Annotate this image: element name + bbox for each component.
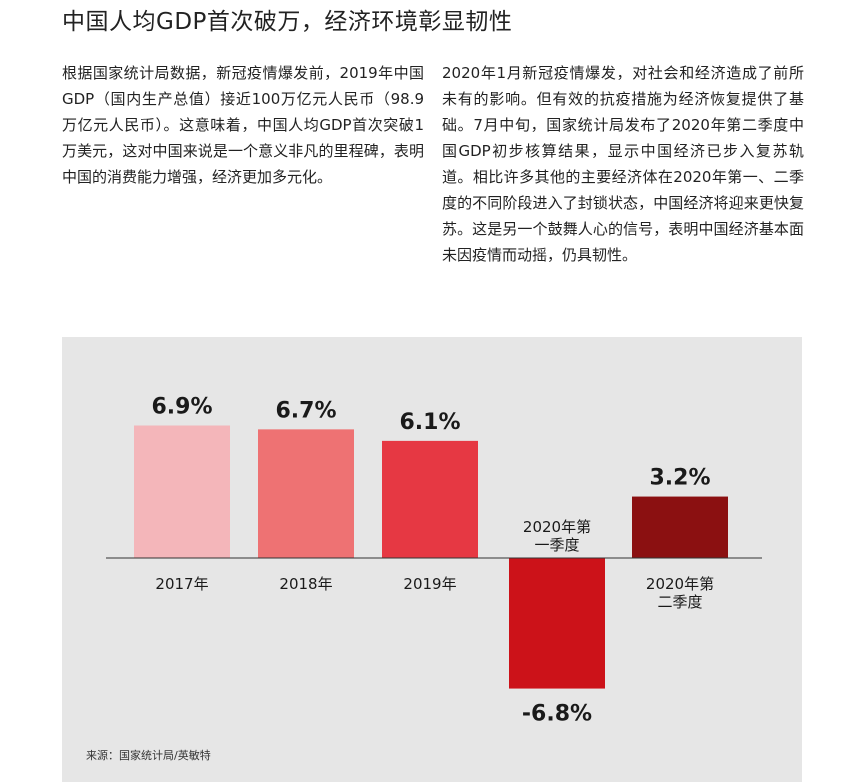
category-label-3-1: 一季度 bbox=[534, 536, 579, 554]
gdp-growth-bar-chart: 6.9%2017年6.7%2018年6.1%2019年-6.8%2020年第一季… bbox=[106, 395, 762, 727]
bar-3 bbox=[509, 558, 605, 689]
chart-panel: 6.9% 2017年 6.7% 2018年 6.1% 2019年 -6.8% 2020年第 一季… bbox=[62, 337, 802, 782]
value-label-1: 6.7% bbox=[275, 398, 336, 423]
bar-1 bbox=[258, 429, 354, 558]
bar-2 bbox=[382, 440, 478, 558]
category-label-1-0: 2018年 bbox=[279, 575, 332, 593]
value-label-0: 6.9% bbox=[151, 395, 212, 420]
paragraph-right: 2020年1月新冠疫情爆发，对社会和经济造成了前所未有的影响。但有效的抗疫措施为… bbox=[442, 64, 804, 264]
value-label-3: -6.8% bbox=[522, 702, 592, 727]
bar-4 bbox=[632, 496, 728, 558]
category-label-3-0: 2020年第 bbox=[523, 518, 591, 536]
article-title: 中国人均GDP首次破万，经济环境彰显韧性 bbox=[62, 9, 513, 35]
category-label-0-0: 2017年 bbox=[155, 575, 208, 593]
category-label-2-0: 2019年 bbox=[403, 575, 456, 593]
category-label-4-1: 二季度 bbox=[657, 593, 702, 611]
value-label-2: 6.1% bbox=[399, 410, 460, 435]
value-label-4: 3.2% bbox=[649, 466, 710, 491]
bar-0 bbox=[134, 425, 230, 558]
chart-source: 来源：国家统计局/英敏特 bbox=[86, 749, 211, 762]
paragraph-left: 根据国家统计局数据，新冠疫情爆发前，2019年中国GDP（国内生产总值）接近10… bbox=[62, 64, 424, 186]
category-label-4-0: 2020年第 bbox=[646, 575, 714, 593]
